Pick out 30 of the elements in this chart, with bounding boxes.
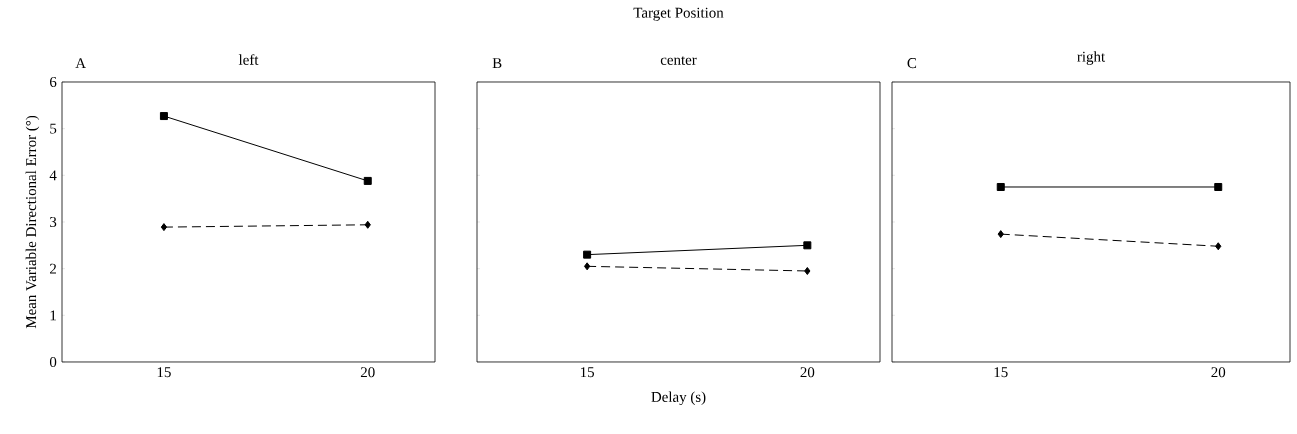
y-tick-label: 2: [50, 263, 56, 274]
chart-title: right: [1077, 51, 1106, 65]
point: [160, 223, 168, 232]
point: [364, 220, 371, 229]
chart-title: left: [238, 54, 259, 65]
y-tick-label: 6: [50, 76, 57, 87]
point: [803, 241, 812, 250]
text: C: [907, 58, 917, 69]
chart-title: center: [660, 56, 697, 65]
point: [159, 112, 168, 121]
y-tick-label: 0: [49, 356, 57, 368]
x-tick-label: 15: [157, 367, 171, 378]
x-tick-label: 20: [800, 367, 815, 378]
point: [584, 262, 591, 271]
y-tick-label: 4: [49, 170, 57, 181]
text: A: [75, 58, 86, 68]
point: [804, 266, 811, 275]
x-tick-label: 15: [580, 367, 595, 378]
point: [363, 176, 372, 185]
x-axis-title: Delay (s): [651, 391, 706, 405]
y-axis-title: Mean Variable Directional Error (°): [25, 115, 40, 329]
point: [583, 250, 592, 259]
y-tick-label: 5: [50, 123, 57, 134]
y-tick-label: 3: [50, 216, 57, 227]
y-tick-label: 1: [50, 310, 56, 321]
text: Target Position: [633, 7, 724, 21]
x-tick-label: 20: [360, 367, 375, 378]
text: B: [492, 58, 502, 69]
x-tick-label: 20: [1211, 367, 1226, 378]
x-tick-label: 15: [994, 367, 1008, 378]
